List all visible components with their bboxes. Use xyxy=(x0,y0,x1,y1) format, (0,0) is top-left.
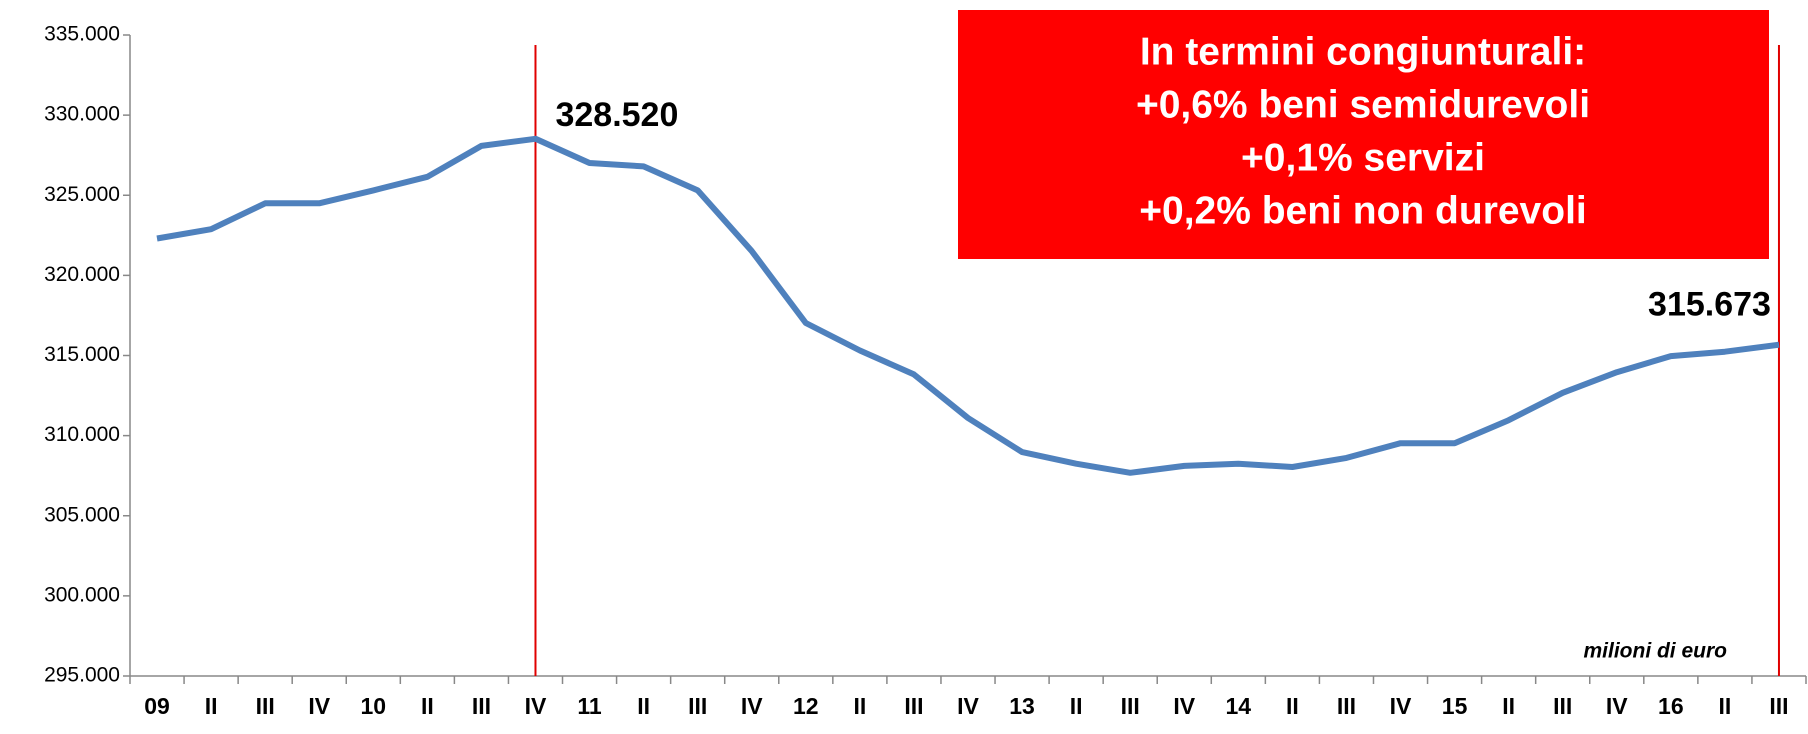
x-tick-label: III xyxy=(1769,693,1788,719)
x-tick-label: 15 xyxy=(1442,693,1468,719)
y-tick-label: 315.000 xyxy=(44,343,120,366)
y-tick-label: 320.000 xyxy=(44,263,120,286)
x-tick-label: II xyxy=(205,693,218,719)
x-tick-label: IV xyxy=(525,693,547,719)
x-tick-label: 09 xyxy=(144,693,170,719)
note-line: +0,2% beni non durevoli xyxy=(1139,189,1587,232)
x-tick-label: IV xyxy=(1173,693,1195,719)
y-tick-label: 335.000 xyxy=(44,23,120,46)
x-tick-label: II xyxy=(1286,693,1299,719)
note-line: In termini congiunturali: xyxy=(1140,30,1586,73)
x-tick-label: III xyxy=(904,693,923,719)
value-label: 328.520 xyxy=(555,96,678,134)
x-tick-label: III xyxy=(1121,693,1140,719)
value-label: 315.673 xyxy=(1648,286,1771,324)
y-tick-label: 300.000 xyxy=(44,583,120,606)
x-tick-label: 14 xyxy=(1226,693,1252,719)
note-line: +0,6% beni semidurevoli xyxy=(1136,83,1590,126)
x-tick-label: III xyxy=(1553,693,1572,719)
unit-note: milioni di euro xyxy=(1583,640,1727,663)
x-tick-label: III xyxy=(1337,693,1356,719)
data-line xyxy=(156,135,1780,476)
y-tick-label: 325.000 xyxy=(44,183,120,206)
x-tick-label: III xyxy=(688,693,707,719)
note-box xyxy=(958,10,1769,259)
x-tick-label: 16 xyxy=(1658,693,1684,719)
x-tick-label: IV xyxy=(1606,693,1628,719)
x-tick-label: 11 xyxy=(577,693,602,719)
x-tick-label: 12 xyxy=(793,693,819,719)
x-tick-label: II xyxy=(1070,693,1083,719)
x-tick-label: II xyxy=(421,693,434,719)
y-tick-label: 295.000 xyxy=(44,664,120,687)
x-tick-label: II xyxy=(637,693,650,719)
x-tick-label: IV xyxy=(1390,693,1412,719)
x-tick-label: IV xyxy=(741,693,763,719)
x-tick-label: 13 xyxy=(1009,693,1035,719)
x-tick-label: 10 xyxy=(360,693,386,719)
y-tick-label: 310.000 xyxy=(44,423,120,446)
x-tick-label: II xyxy=(1719,693,1732,719)
x-tick-label: IV xyxy=(308,693,330,719)
y-tick-label: 305.000 xyxy=(44,503,120,526)
x-tick-label: II xyxy=(853,693,866,719)
note-line: +0,1% servizi xyxy=(1241,136,1485,179)
x-tick-label: III xyxy=(256,693,275,719)
x-tick-label: III xyxy=(472,693,491,719)
y-tick-label: 330.000 xyxy=(44,103,120,126)
x-tick-label: IV xyxy=(957,693,979,719)
x-tick-label: II xyxy=(1502,693,1515,719)
